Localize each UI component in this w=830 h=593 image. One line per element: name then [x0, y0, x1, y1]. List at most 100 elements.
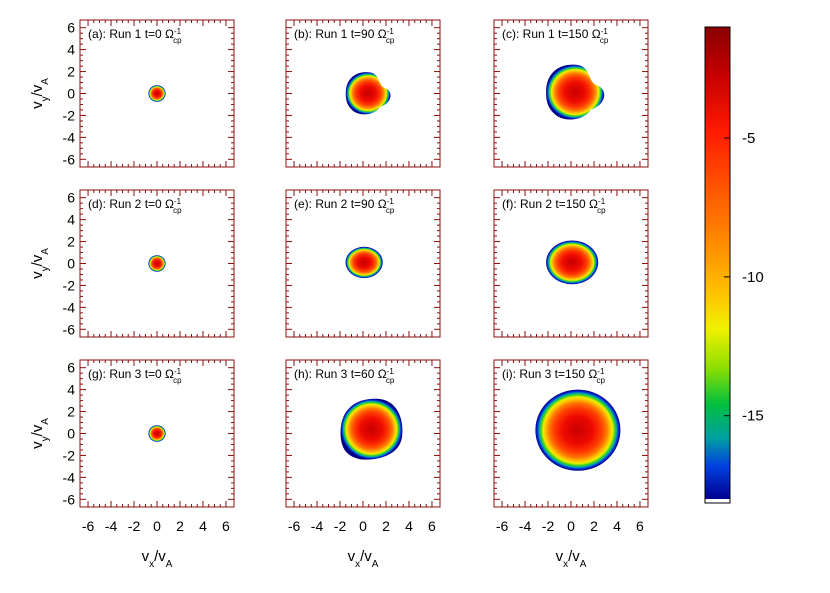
distribution-blob	[546, 64, 605, 120]
x-tick-label: 6	[222, 518, 230, 534]
x-axis-title: vx/vA	[142, 548, 173, 570]
x-tick-label: -6	[496, 518, 509, 534]
panel-e: (e): Run 2 t=90 Ω-1 cp	[285, 189, 441, 338]
panel-label-sub: cp	[173, 376, 182, 385]
panel-label-sub: cp	[386, 36, 395, 45]
panel-g: (g): Run 3 t=0 Ω-1 cp	[79, 359, 235, 508]
panel-label: (i): Run 3 t=150 Ω-1 cp	[502, 367, 605, 385]
panel-label: (c): Run 1 t=150 Ω-1 cp	[502, 27, 609, 45]
panel-b: (b): Run 1 t=90 Ω-1 cp	[285, 19, 441, 168]
x-tick-label: 6	[636, 518, 644, 534]
x-tick-label: 2	[590, 518, 598, 534]
panel-label-sub: cp	[600, 36, 609, 45]
panel-label-sup: -1	[387, 197, 395, 206]
distribution-blob	[340, 398, 403, 460]
panel-label-sup: -1	[174, 197, 182, 206]
x-tick-label: 4	[613, 518, 621, 534]
x-tick-label: 4	[199, 518, 207, 534]
y-axis-title: vy/vA	[29, 78, 51, 109]
panels-layer: (a): Run 1 t=0 Ω-1 cp (b): Run 1 t=90 Ω-1 c…	[79, 19, 649, 508]
colorbar-tick-label: -5	[742, 130, 755, 147]
y-tick-label: 4	[67, 42, 75, 58]
y-tick-label: -2	[63, 107, 76, 123]
y-tick-label: 0	[67, 256, 75, 272]
y-tick-label: -6	[63, 321, 76, 337]
panel-label: (f): Run 2 t=150 Ω-1 cp	[502, 197, 606, 215]
x-tick-label: 6	[428, 518, 436, 534]
panel-label: (a): Run 1 t=0 Ω-1 cp	[88, 27, 182, 45]
distribution-blob	[148, 425, 166, 442]
panel-f: (f): Run 2 t=150 Ω-1 cp	[493, 189, 649, 338]
x-tick-label: -4	[519, 518, 532, 534]
panel-label-sub: cp	[386, 376, 395, 385]
panel-label: (g): Run 3 t=0 Ω-1 cp	[88, 367, 182, 385]
x-tick-label: -6	[288, 518, 301, 534]
x-tick-label: -2	[128, 518, 141, 534]
y-tick-label: -2	[63, 277, 76, 293]
y-tick-label: 2	[67, 404, 75, 420]
x-axis-title: vx/vA	[556, 548, 587, 570]
colorbar-tick-label: -10	[742, 269, 764, 286]
panel-label: (b): Run 1 t=90 Ω-1 cp	[294, 27, 395, 45]
panel-label: (d): Run 2 t=0 Ω-1 cp	[88, 197, 182, 215]
panel-label-sub: cp	[173, 206, 182, 215]
panel-label-sub: cp	[597, 206, 606, 215]
x-axis-title: vx/vA	[348, 548, 379, 570]
distribution-blob	[148, 255, 166, 272]
x-tick-label: -2	[542, 518, 555, 534]
panel-label-sup: -1	[387, 367, 395, 376]
x-tick-label: 2	[176, 518, 184, 534]
panel-label: (h): Run 3 t=60 Ω-1 cp	[294, 367, 395, 385]
y-tick-label: -6	[63, 151, 76, 167]
colorbar-tick-label: -15	[742, 408, 764, 425]
panel-label-sub: cp	[596, 376, 605, 385]
y-tick-label: 2	[67, 234, 75, 250]
y-tick-label: 4	[67, 382, 75, 398]
x-tick-label: 2	[382, 518, 390, 534]
x-tick-label: 0	[567, 518, 575, 534]
y-axis-title: vy/vA	[29, 418, 51, 449]
distribution-blob	[546, 240, 599, 285]
x-tick-label: 4	[405, 518, 413, 534]
x-tick-label: 0	[153, 518, 161, 534]
panel-label-sup: -1	[597, 367, 605, 376]
distribution-blob	[345, 246, 383, 279]
panel-d: (d): Run 2 t=0 Ω-1 cp	[79, 189, 235, 338]
y-tick-label: 6	[67, 360, 75, 376]
y-tick-label: 2	[67, 64, 75, 80]
panel-label-sup: -1	[601, 27, 609, 36]
colorbar-frame	[704, 26, 731, 504]
x-tick-label: -2	[334, 518, 347, 534]
y-tick-label: -6	[63, 491, 76, 507]
y-tick-label: 0	[67, 426, 75, 442]
panel-label-sub: cp	[386, 206, 395, 215]
y-tick-label: 6	[67, 190, 75, 206]
colorbar-end	[705, 499, 730, 503]
panel-label-sup: -1	[387, 27, 395, 36]
y-tick-label: -4	[63, 469, 76, 485]
x-tick-label: 0	[359, 518, 367, 534]
x-tick-label: -4	[311, 518, 324, 534]
colorbar-scale	[705, 27, 730, 499]
panel-label-sup: -1	[174, 367, 182, 376]
distribution-blob	[148, 85, 166, 102]
panel-a: (a): Run 1 t=0 Ω-1 cp	[79, 19, 235, 168]
x-tick-label: -6	[82, 518, 95, 534]
x-tick-label: -4	[105, 518, 118, 534]
panel-c: (c): Run 1 t=150 Ω-1 cp	[493, 19, 649, 168]
panel-label: (e): Run 2 t=90 Ω-1 cp	[294, 197, 395, 215]
panel-h: (h): Run 3 t=60 Ω-1 cp	[285, 359, 441, 508]
y-axis-title: vy/vA	[29, 248, 51, 279]
distribution-blob	[535, 389, 621, 471]
panel-label-sub: cp	[173, 36, 182, 45]
y-tick-label: -4	[63, 299, 76, 315]
y-tick-label: -4	[63, 129, 76, 145]
colorbar: -5 -10 -15	[704, 26, 764, 504]
y-tick-label: -2	[63, 447, 76, 463]
y-tick-label: 0	[67, 86, 75, 102]
axes-text-layer: 6420-2-4-6vy/vA6420-2-4-6vy/vA6420-2-4-6…	[29, 20, 644, 570]
panel-i: (i): Run 3 t=150 Ω-1 cp	[493, 359, 649, 508]
panel-label-sup: -1	[174, 27, 182, 36]
y-tick-label: 6	[67, 20, 75, 36]
